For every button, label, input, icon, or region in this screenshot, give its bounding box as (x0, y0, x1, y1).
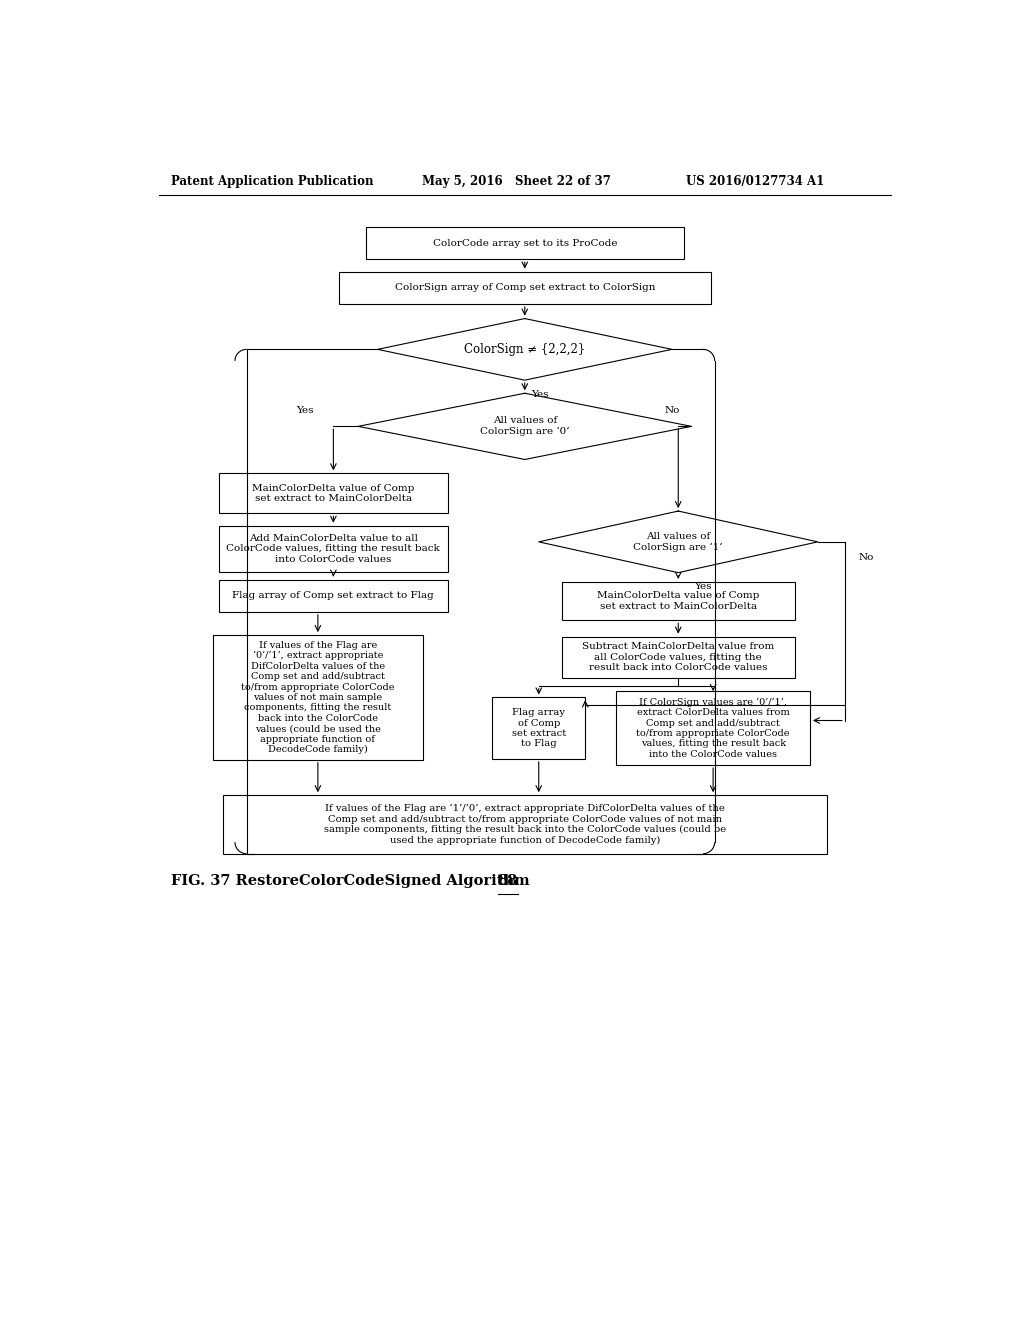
Text: Yes: Yes (693, 582, 712, 591)
Text: Patent Application Publication: Patent Application Publication (171, 176, 373, 189)
Text: Subtract MainColorDelta value from
all ColorCode values, fitting the
result back: Subtract MainColorDelta value from all C… (582, 643, 774, 672)
Text: Flag array
of Comp
set extract
to Flag: Flag array of Comp set extract to Flag (512, 708, 566, 748)
Text: 88: 88 (498, 874, 518, 888)
Text: May 5, 2016   Sheet 22 of 37: May 5, 2016 Sheet 22 of 37 (423, 176, 611, 189)
Text: If values of the Flag are
‘0’/‘1’, extract appropriate
DifColorDelta values of t: If values of the Flag are ‘0’/‘1’, extra… (241, 640, 394, 754)
Text: ColorSign array of Comp set extract to ColorSign: ColorSign array of Comp set extract to C… (394, 284, 655, 292)
FancyBboxPatch shape (213, 635, 423, 760)
Text: Yes: Yes (297, 407, 314, 416)
FancyBboxPatch shape (219, 474, 447, 513)
FancyBboxPatch shape (616, 692, 810, 766)
FancyBboxPatch shape (219, 579, 447, 612)
Text: ColorSign ≠ {2,2,2}: ColorSign ≠ {2,2,2} (464, 343, 586, 356)
Text: No: No (665, 407, 680, 416)
Text: Add MainColorDelta value to all
ColorCode values, fitting the result back
into C: Add MainColorDelta value to all ColorCod… (226, 533, 440, 564)
Text: Yes: Yes (531, 389, 549, 399)
FancyBboxPatch shape (339, 272, 711, 304)
Text: Flag array of Comp set extract to Flag: Flag array of Comp set extract to Flag (232, 591, 434, 601)
Text: All values of
ColorSign are ‘1’: All values of ColorSign are ‘1’ (634, 532, 723, 552)
FancyBboxPatch shape (562, 582, 795, 620)
Text: ColorCode array set to its ProCode: ColorCode array set to its ProCode (432, 239, 617, 248)
Text: MainColorDelta value of Comp
set extract to MainColorDelta: MainColorDelta value of Comp set extract… (252, 483, 415, 503)
Text: All values of
ColorSign are ‘0’: All values of ColorSign are ‘0’ (480, 417, 569, 436)
Text: If ColorSign values are ‘0’/‘1’,
extract ColorDelta values from
Comp set and add: If ColorSign values are ‘0’/‘1’, extract… (636, 697, 790, 759)
FancyBboxPatch shape (493, 697, 586, 759)
FancyBboxPatch shape (366, 227, 684, 259)
FancyBboxPatch shape (562, 636, 795, 678)
FancyBboxPatch shape (219, 525, 447, 572)
Text: No: No (859, 553, 874, 562)
FancyBboxPatch shape (222, 795, 827, 854)
Text: FIG. 37 RestoreColorCodeSigned Algorithm: FIG. 37 RestoreColorCodeSigned Algorithm (171, 874, 535, 888)
Text: If values of the Flag are ‘1’/‘0’, extract appropriate DifColorDelta values of t: If values of the Flag are ‘1’/‘0’, extra… (324, 804, 726, 845)
Text: MainColorDelta value of Comp
set extract to MainColorDelta: MainColorDelta value of Comp set extract… (597, 591, 760, 611)
Text: US 2016/0127734 A1: US 2016/0127734 A1 (686, 176, 824, 189)
